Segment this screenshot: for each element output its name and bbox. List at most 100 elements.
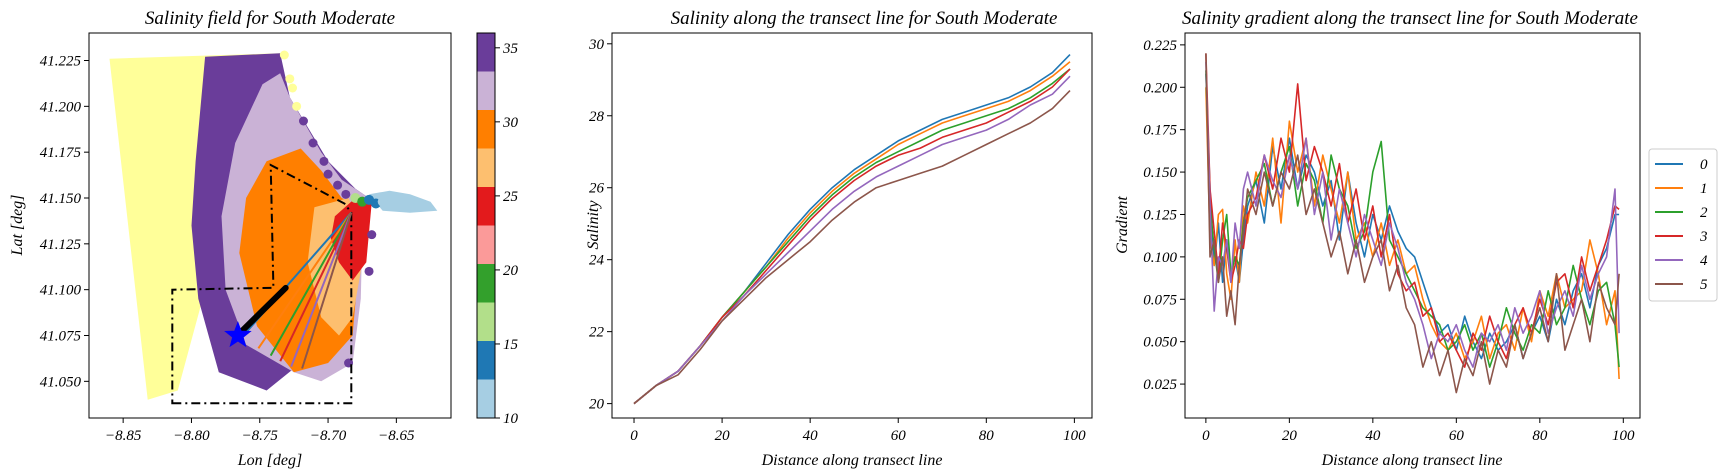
legend: 0 1 2 3 4 5 xyxy=(1648,148,1718,302)
coast-dot-5 xyxy=(308,138,318,148)
river-dot-4 xyxy=(377,196,388,207)
salinity-xtick-label: 100 xyxy=(1063,428,1086,444)
salinity-field-panel: Salinity field for South Moderate −8.85−… xyxy=(9,8,519,469)
coast-dot-0 xyxy=(279,50,289,60)
gradient-ytick-label: 0.175 xyxy=(1143,123,1177,139)
colorbar-bin-9 xyxy=(477,33,495,72)
transect-line-1 xyxy=(257,212,353,349)
gradient-axes-frame xyxy=(1184,32,1641,419)
transect-line-2 xyxy=(269,212,353,357)
salinity-xtick-label: 80 xyxy=(979,428,995,444)
colorbar-bin-6 xyxy=(477,148,495,187)
gradient-series-4 xyxy=(1205,61,1620,368)
legend-label-3: 3 xyxy=(1699,229,1708,245)
gradient-ylabel: Gradient xyxy=(1114,196,1131,254)
coast-dot-2 xyxy=(288,83,298,93)
salinity-y-ticks: 20 22 24 26 28 30 xyxy=(588,37,612,413)
salinity-ytick-label: 30 xyxy=(588,37,605,53)
field-xtick-label: −8.85 xyxy=(105,428,142,444)
salinity-xtick-label: 0 xyxy=(630,428,638,444)
salinity-ytick-label: 20 xyxy=(589,397,605,413)
gradient-ytick-label: 0.225 xyxy=(1143,38,1177,54)
gradient-ytick-label: 0.125 xyxy=(1143,207,1177,223)
field-x-ticks: −8.85 −8.80 −8.75 −8.70 −8.65 xyxy=(105,418,415,444)
salinity-series-3 xyxy=(633,68,1071,405)
salinity-ylabel: Salinity xyxy=(585,200,602,250)
transect-line-4 xyxy=(290,212,353,368)
colorbar-tick-label: 30 xyxy=(502,115,519,131)
gradient-transect-panel: Salinity gradient along the transect lin… xyxy=(1114,8,1718,469)
gradient-xlabel: Distance along transect line xyxy=(1321,452,1503,469)
salinity-xtick-label: 40 xyxy=(803,428,819,444)
gradient-series-5 xyxy=(1205,53,1620,394)
field-title: Salinity field for South Moderate xyxy=(145,8,395,29)
coast-dot-4 xyxy=(298,116,308,126)
gradient-series-0 xyxy=(1205,73,1620,360)
legend-label-4: 4 xyxy=(1700,253,1708,269)
gradient-series-3 xyxy=(1205,53,1620,368)
colorbar-bin-0 xyxy=(477,379,495,418)
salinity-series-1 xyxy=(633,61,1071,405)
colorbar-tick-label: 20 xyxy=(503,263,519,279)
field-xtick-label: −8.80 xyxy=(173,428,210,444)
field-axes-frame xyxy=(88,32,452,419)
colorbar-bin-4 xyxy=(477,225,495,264)
coast-dot-9 xyxy=(341,189,351,199)
colorbar xyxy=(477,33,495,418)
gradient-xtick-label: 100 xyxy=(1612,428,1635,444)
gradient-ytick-label: 0.100 xyxy=(1143,250,1177,266)
gradient-ytick-label: 0.200 xyxy=(1143,80,1177,96)
gradient-x-ticks: 0 20 40 60 80 100 xyxy=(1202,418,1635,444)
transect-line-3 xyxy=(279,212,353,362)
salinity-series-2 xyxy=(633,68,1071,405)
colorbar-ticks: 10 15 20 25 30 35 xyxy=(495,41,519,427)
gradient-ytick-label: 0.075 xyxy=(1143,292,1177,308)
gradient-xtick-label: 80 xyxy=(1532,428,1548,444)
salinity-series-4 xyxy=(633,75,1071,405)
coast-dot-12 xyxy=(367,230,377,240)
gradient-series-1 xyxy=(1205,87,1620,380)
coast-dot-3 xyxy=(292,101,302,111)
boundary-polygon xyxy=(171,163,353,405)
field-xtick-label: −8.75 xyxy=(242,428,279,444)
gradient-y-ticks: 0.025 0.050 0.075 0.100 0.125 0.150 0.175 0.200… xyxy=(1143,38,1185,393)
gradient-series-2 xyxy=(1205,70,1620,368)
field-y-ticks: 41.050 41.075 41.100 41.125 41.150 41.175 41.2… xyxy=(40,54,89,390)
salinity-ytick-label: 28 xyxy=(589,109,605,125)
salinity-ytick-label: 22 xyxy=(589,325,605,341)
gradient-xtick-label: 20 xyxy=(1282,428,1298,444)
gradient-ytick-label: 0.025 xyxy=(1143,377,1177,393)
field-xtick-label: −8.70 xyxy=(310,428,347,444)
field-ytick-label: 41.150 xyxy=(40,191,82,207)
field-ytick-label: 41.125 xyxy=(40,237,82,253)
gradient-xtick-label: 40 xyxy=(1365,428,1381,444)
salinity-xlabel: Distance along transect line xyxy=(761,452,943,469)
legend-label-0: 0 xyxy=(1700,157,1708,173)
salinity-plot-area xyxy=(633,54,1071,405)
colorbar-tick-label: 10 xyxy=(503,411,519,427)
field-plot-area xyxy=(109,50,438,405)
field-ylabel: Lat [deg] xyxy=(9,195,26,257)
legend-label-2: 2 xyxy=(1700,205,1708,221)
colorbar-bin-7 xyxy=(477,110,495,149)
gradient-title: Salinity gradient along the transect lin… xyxy=(1182,8,1638,29)
colorbar-tick-label: 15 xyxy=(503,337,519,353)
legend-label-5: 5 xyxy=(1700,277,1708,293)
field-xtick-label: −8.65 xyxy=(378,428,415,444)
transect-line-5 xyxy=(301,212,353,369)
gradient-xtick-label: 0 xyxy=(1202,428,1210,444)
legend-label-1: 1 xyxy=(1700,181,1708,197)
salinity-ytick-label: 24 xyxy=(589,253,605,269)
colorbar-bin-5 xyxy=(477,187,495,226)
colorbar-tick-label: 35 xyxy=(502,41,519,57)
coast-dot-1 xyxy=(285,74,295,84)
salinity-x-ticks: 0 20 40 60 80 100 xyxy=(630,418,1086,444)
field-ytick-label: 41.200 xyxy=(40,99,82,115)
field-ytick-label: 41.075 xyxy=(40,329,82,345)
origin-star xyxy=(224,321,252,348)
field-ytick-label: 41.175 xyxy=(40,145,82,161)
salinity-axes-frame xyxy=(611,32,1093,419)
salinity-series-5 xyxy=(633,90,1071,405)
coast-dot-6 xyxy=(319,156,329,166)
coast-dot-8 xyxy=(333,180,343,190)
